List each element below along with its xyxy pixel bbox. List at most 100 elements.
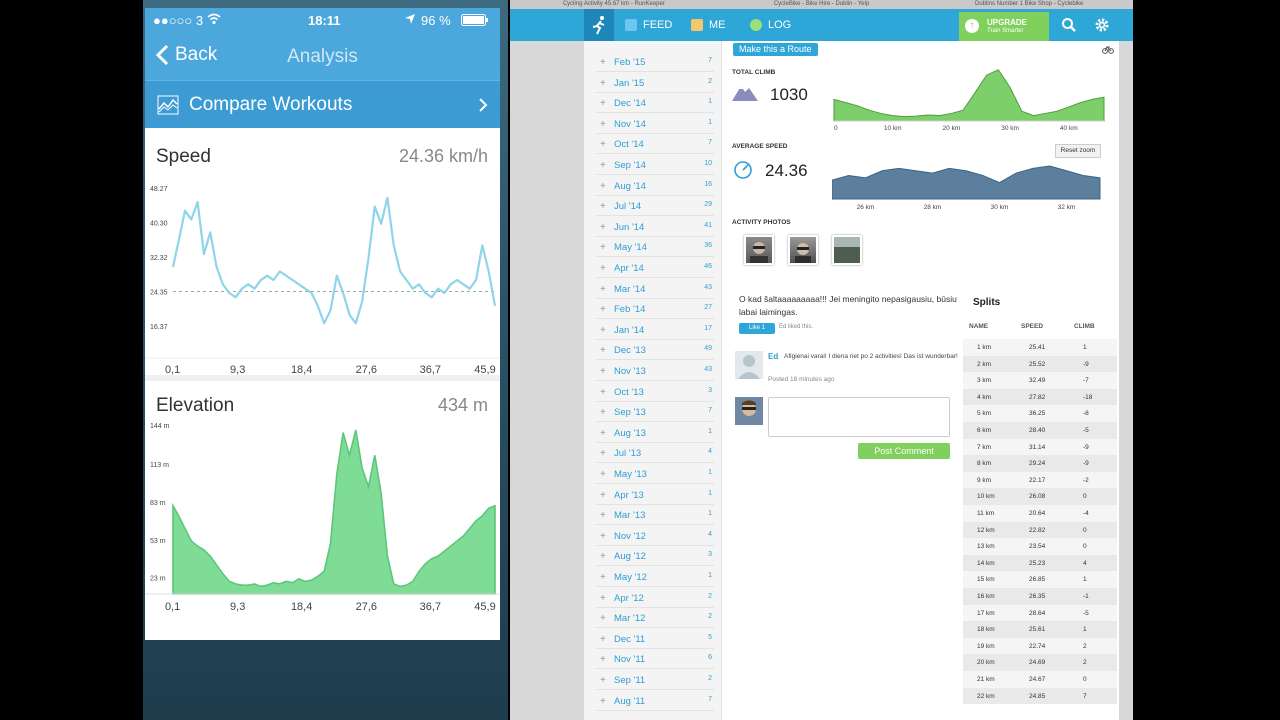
nav-log[interactable]: LOG	[750, 19, 791, 31]
month-item[interactable]: + Mar '14 43	[596, 279, 714, 299]
runkeeper-logo[interactable]	[584, 9, 614, 41]
chevron-right-icon	[479, 98, 488, 112]
month-item[interactable]: + Aug '12 3	[596, 546, 714, 567]
month-item[interactable]: + Jul '14 29	[596, 196, 714, 217]
month-item[interactable]: + Feb '14 27	[596, 299, 714, 320]
activity-photo[interactable]	[832, 235, 862, 265]
expand-plus-icon: +	[600, 118, 606, 130]
month-item[interactable]: + Jun '14 41	[596, 217, 714, 237]
expand-plus-icon: +	[600, 633, 606, 645]
avatar[interactable]	[735, 351, 763, 379]
month-item[interactable]: + Sep '13 7	[596, 402, 714, 423]
landscape-photo-icon	[834, 237, 860, 263]
month-label: May '12	[614, 572, 647, 583]
expand-plus-icon: +	[600, 592, 606, 604]
split-climb: -8	[1083, 410, 1089, 418]
x-tick-label: 0	[834, 125, 838, 132]
month-item[interactable]: + Jan '14 17	[596, 320, 714, 340]
y-tick-label: 144 m	[150, 423, 170, 430]
activity-photo[interactable]	[788, 235, 818, 265]
month-item[interactable]: + Aug '14 16	[596, 176, 714, 196]
browser-tab[interactable]: Cycling Activity 45.67 km - RunKeeper	[562, 1, 665, 7]
month-count: 2	[708, 675, 712, 682]
activity-photo[interactable]	[744, 235, 774, 265]
month-item[interactable]: + Oct '14 7	[596, 134, 714, 155]
split-speed: 29.24	[1029, 460, 1046, 468]
like-button[interactable]: Like 1	[739, 323, 775, 334]
split-speed: 26.35	[1029, 593, 1046, 600]
month-item[interactable]: + Aug '11 7	[596, 691, 714, 711]
elevation-card: Elevation 434 m 144 m 113 m 83 m 53 m 23 m 0,…	[145, 381, 500, 640]
x-tick-label: 27,6	[356, 601, 377, 613]
month-item[interactable]: + Nov '14 1	[596, 114, 714, 134]
post-comment-button[interactable]: Post Comment	[858, 443, 950, 459]
expand-plus-icon: +	[600, 427, 606, 439]
split-name: 19 km	[977, 642, 995, 650]
month-label: Apr '13	[614, 489, 644, 501]
activity-detail: Make this a Route TOTAL CLIMB 1030 0 10 k…	[728, 41, 1118, 720]
table-row: 6 km 28.40 -5	[963, 422, 1117, 439]
month-item[interactable]: + Dec '11 5	[596, 629, 714, 649]
comment-input[interactable]	[768, 397, 950, 437]
split-climb: 0	[1083, 526, 1087, 534]
month-item[interactable]: + May '12 1	[596, 567, 714, 587]
month-list: + Feb '15 7 + Jan '15 2 + Dec '14 1 + Nov '14 1 + Oct…	[584, 41, 722, 720]
upgrade-button[interactable]: ↑ UPGRADE Train Smarter	[959, 12, 1049, 42]
split-speed: 24.67	[1029, 676, 1046, 683]
x-tick-label: 45,9	[474, 601, 495, 613]
month-item[interactable]: + Dec '13 49	[596, 340, 714, 361]
month-count: 1	[708, 427, 712, 435]
split-speed: 22.82	[1029, 526, 1046, 534]
reset-zoom-button[interactable]: Reset zoom	[1055, 144, 1101, 158]
x-tick-label: 30 km	[1001, 125, 1019, 132]
month-item[interactable]: + Aug '13 1	[596, 423, 714, 443]
search-icon[interactable]	[1061, 17, 1077, 33]
split-name: 7 km	[977, 443, 992, 451]
month-item[interactable]: + Apr '12 2	[596, 588, 714, 608]
month-item[interactable]: + Apr '14 46	[596, 258, 714, 278]
month-count: 16	[704, 180, 712, 188]
nav-me-label: ME	[709, 19, 726, 31]
month-item[interactable]: + Sep '14 10	[596, 155, 714, 175]
month-item[interactable]: + May '13 1	[596, 464, 714, 484]
gear-icon[interactable]	[1094, 17, 1110, 33]
status-time: 18:11	[308, 13, 341, 28]
month-item[interactable]: + May '14 36	[596, 237, 714, 258]
x-tick-label: 45,9	[474, 364, 495, 375]
split-climb: 1	[1083, 344, 1087, 351]
month-item[interactable]: + Nov '11 6	[596, 649, 714, 670]
month-count: 1	[708, 572, 712, 579]
month-label: Aug '13	[614, 427, 646, 439]
table-row: 2 km 25.52 -9	[963, 355, 1117, 373]
month-item[interactable]: + Sep '11 2	[596, 670, 714, 690]
month-count: 29	[704, 201, 712, 209]
make-route-button[interactable]: Make this a Route	[733, 43, 818, 56]
month-label: Dec '13	[614, 345, 646, 357]
month-item[interactable]: + Feb '15 7	[596, 52, 714, 72]
month-item[interactable]: + Jul '13 4	[596, 443, 714, 464]
nav-me[interactable]: ME	[691, 19, 726, 31]
split-climb: -9	[1083, 443, 1089, 451]
climb-chart: 0 10 km 20 km 30 km 40 km	[833, 69, 1105, 132]
month-item[interactable]: + Dec '14 1	[596, 93, 714, 114]
nav-feed[interactable]: FEED	[625, 19, 672, 31]
split-name: 3 km	[977, 377, 992, 385]
month-label: Jan '15	[614, 77, 645, 89]
back-button[interactable]: Back	[155, 44, 217, 66]
like-note: Ed liked this.	[779, 324, 814, 330]
split-climb: -9	[1083, 360, 1089, 368]
browser-tab[interactable]: CycleBike - Bike Hire - Dublin - Yelp	[773, 1, 870, 7]
browser-tab[interactable]: Dublins Number 1 Bike Shop - Cyclebike	[974, 1, 1084, 7]
month-item[interactable]: + Nov '13 43	[596, 361, 714, 381]
comment-author[interactable]: Ed	[768, 352, 779, 361]
month-item[interactable]: + Mar '13 1	[596, 505, 714, 526]
month-item[interactable]: + Jan '15 2	[596, 73, 714, 93]
split-speed: 28.64	[1029, 609, 1046, 617]
month-count: 36	[704, 242, 712, 250]
month-item[interactable]: + Oct '13 3	[596, 382, 714, 402]
compare-workouts-row[interactable]: Compare Workouts	[145, 80, 500, 128]
month-item[interactable]: + Apr '13 1	[596, 485, 714, 505]
month-item[interactable]: + Nov '12 4	[596, 526, 714, 546]
expand-plus-icon: +	[600, 180, 606, 192]
month-item[interactable]: + Mar '12 2	[596, 608, 714, 629]
